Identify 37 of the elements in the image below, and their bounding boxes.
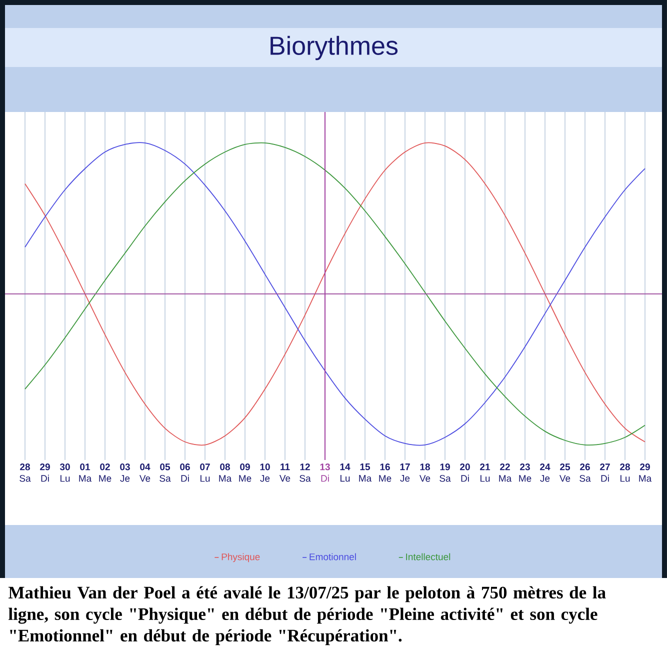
x-tick-label: 28 Lu [620, 464, 630, 482]
x-tick-label: 04 Ve [139, 464, 150, 482]
x-tick-label: 15 Ma [359, 464, 372, 482]
x-tick-label: 07 Lu [200, 464, 210, 482]
x-tick-label: 01 Ma [79, 464, 92, 482]
x-tick-label: 29 Di [40, 464, 50, 482]
x-tick-label: 19 Sa [440, 464, 451, 482]
x-tick-label: 14 Lu [340, 464, 350, 482]
text: Mathieu Van der Poel a été avalé le 13/07/25 par le peloton à 750 mètres de la ligne, son cycle "Physique" en début de période "Pleine activité" et son cycle "Emotionnel" en début de période "Récupération". [8, 586, 606, 646]
x-tick-label: 12 Sa [300, 464, 311, 482]
x-tick-label: 26 Sa [580, 464, 591, 482]
x-tick-label: 11 Ve [279, 464, 290, 482]
x-tick-label: 08 Ma [219, 464, 232, 482]
x-tick-label: 20 Di [460, 464, 470, 482]
x-tick-label: 10 Je [260, 464, 270, 482]
x-tick-label: 18 Ve [419, 464, 430, 482]
x-tick-label: 28 Sa [20, 464, 31, 482]
chart-title: Biorythmes [270, 36, 398, 60]
legend-label: Intellectuel [406, 553, 450, 560]
x-tick-label: 05 Sa [160, 464, 171, 482]
x-tick-label: 24 Je [540, 464, 550, 482]
x-tick-label: 02 Me [99, 464, 112, 482]
x-tick-label: 22 Ma [499, 464, 512, 482]
x-tick-label: 30 Lu [60, 464, 70, 482]
x-tick-label: 13 Di [320, 464, 330, 482]
x-tick-label: 03 Je [120, 464, 130, 482]
x-tick-label: 21 Lu [480, 464, 490, 482]
x-tick-label: 25 Ve [559, 464, 570, 482]
x-tick-label: 23 Me [519, 464, 532, 482]
legend-label: Physique [222, 553, 260, 562]
legend-label: Emotionnel [310, 553, 356, 560]
x-tick-label: 27 Di [600, 464, 610, 482]
x-tick-label: 16 Me [379, 464, 392, 482]
x-tick-label: 29 Ma [639, 464, 652, 482]
x-tick-label: 09 Me [239, 464, 252, 482]
x-tick-label: 17 Je [400, 464, 410, 482]
x-tick-label: 06 Di [180, 464, 190, 482]
